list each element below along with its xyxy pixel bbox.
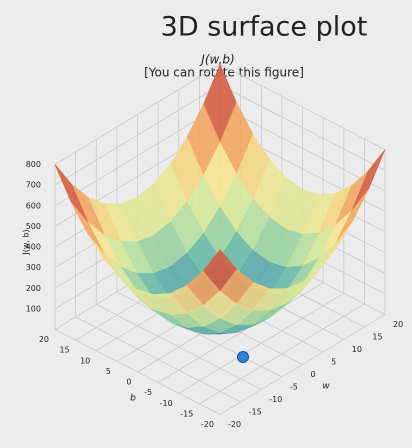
chart-subtitle: J(w,b) — [199, 53, 234, 67]
x-tick-label: -5 — [290, 383, 298, 392]
y-grid-line — [157, 117, 324, 383]
z-tick-label: 800 — [26, 160, 41, 169]
surface-patch — [203, 249, 237, 291]
x-tick-label: 15 — [372, 333, 382, 342]
y-grid-line — [178, 128, 345, 394]
x-tick-label: 20 — [393, 320, 403, 329]
y-tick-label: 0 — [126, 378, 131, 387]
x-tick-label: 5 — [331, 358, 336, 367]
tick-layer: 100200300400500600700800-20-15-10-505101… — [26, 160, 403, 429]
surface-patch — [351, 149, 386, 211]
y-tick-label: -20 — [201, 420, 214, 429]
z-axis-label: J(w, b) — [22, 229, 31, 255]
z-tick-label: 200 — [26, 284, 41, 293]
z-tick-label: 600 — [26, 201, 41, 210]
y-tick-label: 10 — [80, 356, 90, 365]
z-tick-label: 300 — [26, 263, 41, 272]
y-tick-label: 15 — [59, 346, 69, 355]
z-tick-label: 700 — [26, 181, 41, 190]
z-tick-label: 100 — [26, 304, 41, 313]
y-tick-label: 5 — [106, 367, 111, 376]
chart-title: 3D surface plot — [161, 12, 368, 43]
x-tick-label: 10 — [352, 345, 362, 354]
x-tick-label: -10 — [269, 395, 282, 404]
y-tick-label: -5 — [144, 388, 152, 397]
x-tick-label: -15 — [249, 408, 262, 417]
x-tick-label: -20 — [228, 420, 241, 429]
chart-note: [You can rotate this figure] — [144, 66, 304, 80]
y-tick-label: -15 — [180, 409, 193, 418]
y-tick-label: 20 — [39, 335, 49, 344]
z-tick-label: 500 — [26, 222, 41, 231]
cursor-marker — [237, 351, 249, 363]
surface — [54, 63, 386, 335]
x-axis-label: w — [322, 382, 330, 392]
x-tick-label: 0 — [311, 370, 316, 379]
z-tick-label: 400 — [26, 243, 41, 252]
y-grid-line — [219, 149, 386, 415]
y-axis-label: b — [130, 394, 136, 404]
y-tick-label: -10 — [160, 399, 173, 408]
